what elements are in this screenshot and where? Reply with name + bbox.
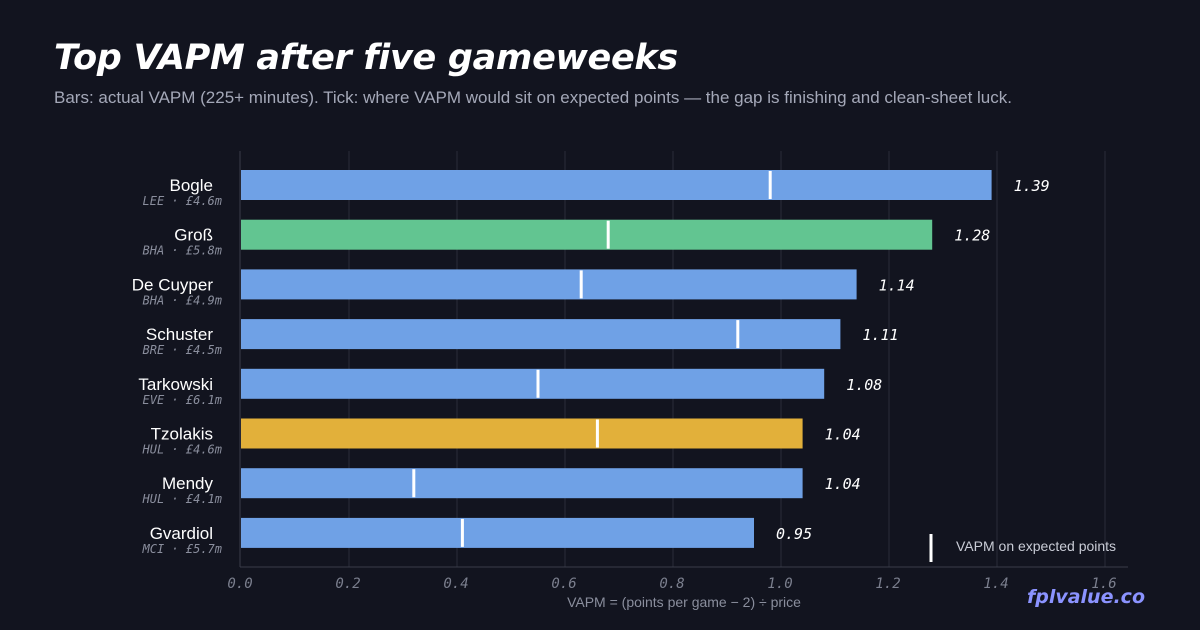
chart-title: Top VAPM after five gameweeks [54, 38, 678, 78]
player-meta: MCI · £5.7m [142, 542, 222, 556]
x-tick-label: 0.4 [443, 576, 468, 592]
x-tick-label: 1.0 [767, 576, 792, 592]
player-name: Tarkowski [138, 375, 213, 394]
expected-tick [595, 419, 599, 448]
player-name: Groß [174, 226, 213, 245]
player-meta: EVE · £6.1m [143, 393, 222, 407]
x-tick-label: 1.2 [875, 576, 900, 592]
bar [241, 468, 803, 499]
legend-tick-swatch [929, 534, 933, 562]
expected-tick [606, 220, 610, 249]
data-label: 1.28 [954, 227, 990, 245]
player-name: Tzolakis [151, 425, 213, 444]
player-name: Schuster [146, 325, 213, 344]
player-name: Bogle [170, 176, 213, 195]
bar [241, 170, 992, 200]
chart-subtitle: Bars: actual VAPM (225+ minutes). Tick: … [54, 88, 1012, 107]
bar [241, 219, 933, 250]
player-meta: BHA · £5.8m [143, 244, 222, 258]
data-label: 1.39 [1014, 177, 1050, 195]
player-meta: HUL · £4.1m [142, 492, 222, 506]
expected-tick [579, 270, 583, 299]
expected-tick [412, 469, 416, 498]
data-label: 1.08 [846, 376, 882, 394]
player-name: Gvardiol [150, 524, 213, 543]
data-label: 1.04 [825, 426, 861, 444]
x-tick-label: 0.8 [659, 576, 684, 592]
player-name: De Cuyper [132, 275, 214, 294]
brand-logo-text: fplvalue.co [1026, 586, 1145, 608]
player-meta: BHA · £4.9m [143, 293, 222, 307]
legend-label: VAPM on expected points [956, 538, 1116, 554]
x-tick-label: 0.0 [227, 576, 252, 592]
player-meta: LEE · £4.6m [143, 194, 222, 208]
data-label: 1.04 [825, 475, 861, 493]
bar [241, 368, 825, 399]
bar [241, 517, 754, 548]
x-axis-label: VAPM = (points per game − 2) ÷ price [567, 594, 801, 610]
x-tick-label: 0.2 [335, 576, 360, 592]
data-label: 0.95 [776, 525, 812, 543]
player-meta: HUL · £4.6m [142, 443, 222, 457]
bar [241, 269, 857, 300]
bar [241, 319, 841, 350]
x-tick-label: 1.4 [983, 576, 1008, 592]
data-label: 1.14 [879, 276, 915, 294]
x-tick-label: 0.6 [551, 576, 576, 592]
expected-tick [460, 518, 464, 547]
player-name: Mendy [162, 474, 214, 493]
x-tick-label: 1.6 [1091, 576, 1116, 592]
bar [241, 418, 803, 449]
player-meta: BRE · £4.5m [143, 343, 222, 357]
expected-tick [768, 171, 772, 199]
expected-tick [736, 320, 740, 349]
expected-tick [536, 369, 540, 398]
data-label: 1.11 [862, 326, 898, 344]
